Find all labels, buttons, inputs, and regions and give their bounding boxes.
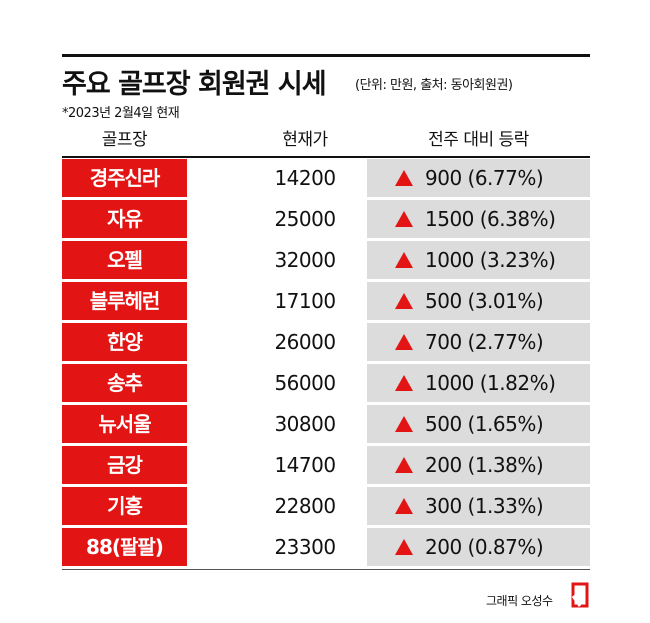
current-price: 14200 [274, 166, 336, 190]
weekly-change: 300 (1.33%) [367, 487, 590, 525]
up-triangle-icon [395, 211, 413, 227]
up-triangle-icon [395, 170, 413, 186]
up-triangle-icon [395, 498, 413, 514]
table-row: 오펠 32000 1000 (3.23%) [62, 241, 590, 282]
change-value: 900 (6.77%) [425, 166, 544, 190]
golf-course-name: 송추 [62, 364, 187, 402]
current-price: 32000 [274, 248, 336, 272]
golf-course-name: 88(팔팔) [62, 528, 187, 566]
table-header: 골프장 현재가 전주 대비 등락 [62, 126, 590, 154]
change-value: 300 (1.33%) [425, 494, 544, 518]
change-value: 1500 (6.38%) [425, 207, 556, 231]
table-row: 88(팔팔) 23300 200 (0.87%) [62, 528, 590, 569]
golf-course-name: 자유 [62, 200, 187, 238]
weekly-change: 900 (6.77%) [367, 159, 590, 197]
unit-note: (단위: 만원, 출처: 동아회원권) [355, 78, 513, 93]
bottom-rule [62, 569, 590, 570]
header-weekly-change: 전주 대비 등락 [428, 130, 529, 150]
weekly-change: 500 (3.01%) [367, 282, 590, 320]
current-price: 22800 [274, 494, 336, 518]
golf-course-name: 뉴서울 [62, 405, 187, 443]
table-row: 기흥 22800 300 (1.33%) [62, 487, 590, 528]
weekly-change: 500 (1.65%) [367, 405, 590, 443]
up-triangle-icon [395, 457, 413, 473]
change-value: 500 (1.65%) [425, 412, 544, 436]
top-rule [62, 54, 590, 57]
up-triangle-icon [395, 252, 413, 268]
change-value: 500 (3.01%) [425, 289, 544, 313]
change-value: 200 (1.38%) [425, 453, 544, 477]
weekly-change: 200 (0.87%) [367, 528, 590, 566]
header-current-price: 현재가 [282, 130, 328, 150]
golf-course-name: 경주신라 [62, 159, 187, 197]
up-triangle-icon [395, 293, 413, 309]
change-value: 700 (2.77%) [425, 330, 544, 354]
brand-logo-icon [571, 582, 589, 608]
table-row: 블루헤런 17100 500 (3.01%) [62, 282, 590, 323]
change-value: 1000 (3.23%) [425, 248, 556, 272]
table-row: 송추 56000 1000 (1.82%) [62, 364, 590, 405]
weekly-change: 1000 (3.23%) [367, 241, 590, 279]
header-golf-course: 골프장 [101, 130, 148, 150]
change-value: 1000 (1.82%) [425, 371, 556, 395]
weekly-change: 700 (2.77%) [367, 323, 590, 361]
up-triangle-icon [395, 416, 413, 432]
weekly-change: 1500 (6.38%) [367, 200, 590, 238]
golf-course-name: 한양 [62, 323, 187, 361]
up-triangle-icon [395, 539, 413, 555]
page-title: 주요 골프장 회원권 시세 [62, 69, 327, 100]
weekly-change: 1000 (1.82%) [367, 364, 590, 402]
header-rule [62, 156, 590, 158]
graphic-credit: 그래픽 오성수 [486, 594, 553, 608]
current-price: 30800 [274, 412, 336, 436]
current-price: 56000 [274, 371, 336, 395]
table-row: 금강 14700 200 (1.38%) [62, 446, 590, 487]
golf-course-name: 블루헤런 [62, 282, 187, 320]
table-row: 경주신라 14200 900 (6.77%) [62, 159, 590, 200]
current-price: 25000 [274, 207, 336, 231]
golf-course-name: 기흥 [62, 487, 187, 525]
date-note: *2023년 2월4일 현재 [62, 106, 180, 121]
change-value: 200 (0.87%) [425, 535, 544, 559]
up-triangle-icon [395, 375, 413, 391]
golf-course-name: 금강 [62, 446, 187, 484]
weekly-change: 200 (1.38%) [367, 446, 590, 484]
table-row: 한양 26000 700 (2.77%) [62, 323, 590, 364]
table-row: 뉴서울 30800 500 (1.65%) [62, 405, 590, 446]
current-price: 14700 [274, 453, 336, 477]
table-row: 자유 25000 1500 (6.38%) [62, 200, 590, 241]
current-price: 23300 [274, 535, 336, 559]
current-price: 17100 [274, 289, 336, 313]
golf-course-name: 오펠 [62, 241, 187, 279]
up-triangle-icon [395, 334, 413, 350]
current-price: 26000 [274, 330, 336, 354]
table-body: 경주신라 14200 900 (6.77%) 자유 25000 1500 (6.… [62, 159, 590, 569]
